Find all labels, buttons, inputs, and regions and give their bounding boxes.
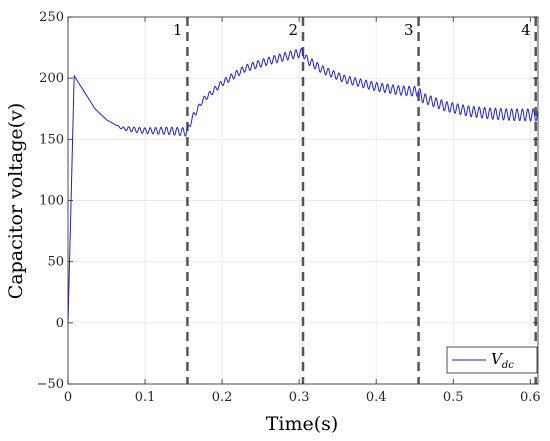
- y-tick-label: 0: [56, 316, 64, 331]
- y-tick-label: 50: [47, 255, 64, 270]
- series-vdc-line: [68, 48, 538, 323]
- y-tick-label: 150: [39, 132, 64, 147]
- x-tick-label: 0.1: [135, 390, 156, 405]
- y-tick-label: 100: [39, 194, 64, 209]
- event-label-4: 4: [521, 21, 531, 39]
- x-axis-title: Time(s): [266, 413, 339, 435]
- x-tick-label: 0.4: [366, 390, 387, 405]
- y-tick-label: 200: [39, 71, 64, 86]
- event-label-1: 1: [173, 21, 183, 39]
- event-label-3: 3: [404, 21, 414, 39]
- y-axis-ticks: −50 0 50 100 150 200 250: [37, 10, 538, 392]
- x-tick-label: 0.3: [289, 390, 310, 405]
- y-tick-label: 250: [39, 10, 64, 25]
- y-axis-title: Capacitor voltage(v): [5, 103, 27, 299]
- x-tick-label: 0.2: [212, 390, 233, 405]
- legend: Vdc: [446, 346, 538, 374]
- legend-label-main: V: [491, 350, 504, 368]
- legend-label: Vdc: [491, 350, 514, 371]
- x-axis-ticks: 0 0.1 0.2 0.3 0.4 0.5 0.6: [64, 17, 541, 405]
- y-tick-label: −50: [37, 377, 64, 392]
- legend-label-subscript: dc: [502, 360, 514, 371]
- x-tick-label: 0.6: [520, 390, 541, 405]
- x-tick-label: 0: [64, 390, 72, 405]
- event-label-2: 2: [288, 21, 298, 39]
- x-tick-label: 0.5: [443, 390, 464, 405]
